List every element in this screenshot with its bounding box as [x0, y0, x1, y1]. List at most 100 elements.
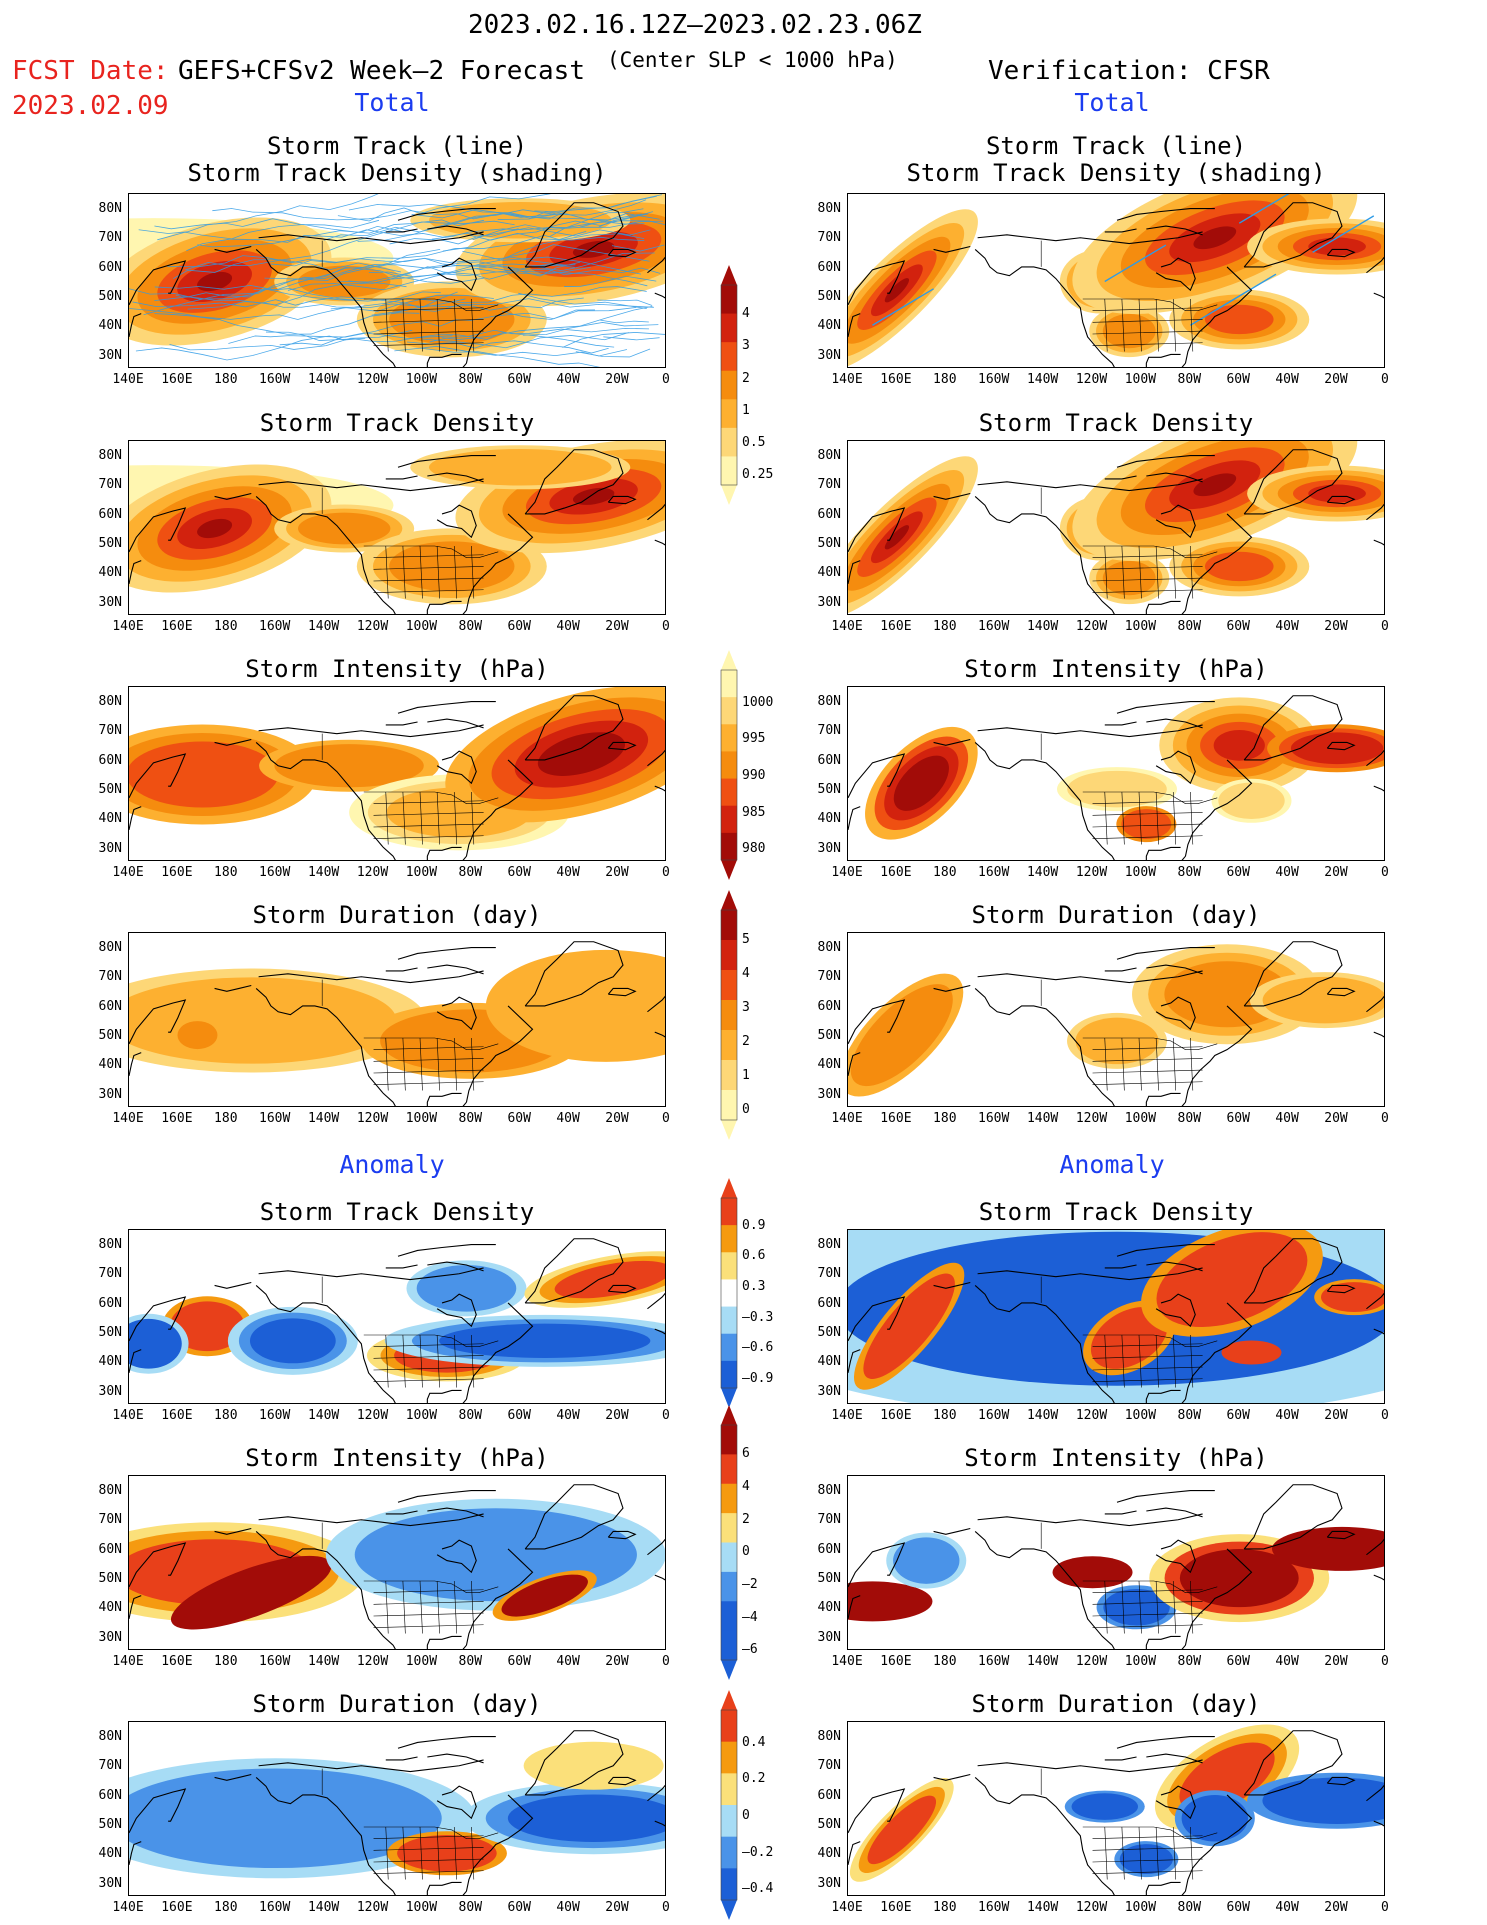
panel-title-total-duration-forecast: Storm Duration (day) [252, 901, 542, 929]
density-sw-us [1089, 305, 1170, 358]
lat-tick-label: 80N [98, 1237, 122, 1252]
panel-title-total-duration-verification: Storm Duration (day) [971, 901, 1261, 929]
political-borders [1040, 1768, 1218, 1880]
lon-tick-label: 20W [605, 1654, 629, 1669]
lon-tick-label: 100W [405, 1408, 438, 1423]
lon-tick-label: 180 [933, 372, 957, 387]
lon-tick-label: 20W [1324, 1900, 1348, 1915]
coastline [848, 1730, 1384, 1895]
colorbar-label: 0.3 [742, 1278, 766, 1294]
coastline [129, 1238, 665, 1403]
colorbar-top-arrow [721, 1690, 737, 1710]
lon-tick-label: 20W [1324, 1408, 1348, 1423]
lat-tick-label: 60N [98, 998, 122, 1014]
anom-neg-n-atlantic [1247, 1772, 1384, 1829]
lat-tick-label: 40N [817, 1354, 841, 1370]
anom-pos-pacific-max [170, 1555, 332, 1630]
lat-tick-label: 60N [98, 506, 122, 522]
lon-tick-label: 60W [1226, 619, 1250, 634]
lon-tick-label: 60W [1226, 865, 1250, 880]
colorbar-label: 4 [742, 966, 750, 982]
lat-tick-label: 60N [98, 259, 122, 275]
lon-tick-label: 0 [1380, 1900, 1389, 1915]
colorbar-segment [721, 1060, 737, 1091]
colorbar-label: 1 [742, 402, 750, 418]
colorbar-bottom-arrow [721, 1660, 737, 1680]
lat-tick-label: 30N [817, 594, 841, 610]
panel-title-anomaly-density-forecast: Storm Track Density [259, 1198, 535, 1226]
colorbar-label: 4 [742, 1479, 750, 1494]
lat-tick-label: 80N [98, 1729, 122, 1744]
lon-tick-label: 60W [507, 1111, 531, 1126]
lon-tick-label: 100W [1124, 1408, 1157, 1423]
political-borders [321, 733, 499, 845]
fcst-date-value: 2023.02.09 [12, 91, 169, 121]
colorbar-segment [721, 1836, 737, 1869]
political-borders [321, 487, 499, 599]
coastline [129, 941, 665, 1106]
lon-tick-label: 60W [1226, 1408, 1250, 1423]
colorbar-segment [721, 427, 737, 457]
lon-tick-label: 40W [556, 1900, 580, 1915]
political-borders [1040, 979, 1218, 1091]
lon-tick-label: 60W [507, 372, 531, 387]
lat-tick-label: 70N [98, 1512, 122, 1528]
lat-tick-label: 30N [98, 594, 122, 610]
intensity-labrador [1159, 697, 1320, 794]
lon-tick-label: 60W [507, 1408, 531, 1423]
lon-tick-label: 80W [1177, 865, 1202, 880]
colorbar-segment [721, 1279, 737, 1308]
lon-tick-label: 40W [556, 865, 580, 880]
colorbar-label: –0.4 [742, 1881, 774, 1897]
lat-tick-label: 60N [817, 506, 841, 522]
panel-title-total-track-verification-1: Storm Track (line) [985, 132, 1247, 160]
colorbar-label: 2 [742, 1511, 750, 1527]
lon-tick-label: 80W [458, 619, 483, 634]
lon-tick-label: 180 [933, 1408, 957, 1423]
colorbar-label: 995 [742, 731, 766, 747]
colorbar-label: 0 [742, 1807, 750, 1823]
lat-tick-label: 60N [98, 1541, 122, 1557]
lon-tick-label: 60W [507, 1654, 531, 1669]
storm-track-lines [872, 194, 1375, 326]
lon-tick-label: 80W [458, 1111, 483, 1126]
lon-tick-label: 40W [1275, 1111, 1299, 1126]
lat-tick-label: 60N [98, 1295, 122, 1311]
lon-tick-label: 100W [405, 1900, 438, 1915]
lat-tick-label: 70N [98, 477, 122, 493]
colorbar-segment [721, 724, 737, 752]
lon-tick-label: 180 [214, 1900, 238, 1915]
panel-title-anomaly-intensity-verification: Storm Intensity (hPa) [964, 1444, 1268, 1472]
lon-tick-label: 120W [356, 372, 389, 387]
lon-tick-label: 180 [214, 865, 238, 880]
colorbar-segment [721, 1425, 737, 1455]
lon-tick-label: 140E [112, 1900, 144, 1915]
intensity-atlantic-low [445, 687, 665, 823]
colorbar-segment [721, 1601, 737, 1632]
colorbar-segment [721, 1630, 737, 1661]
colorbar-segment [721, 1513, 737, 1543]
colorbar-segment [721, 778, 737, 807]
lat-tick-label: 50N [98, 1816, 122, 1832]
lon-tick-label: 0 [1380, 372, 1389, 387]
lon-tick-label: 140W [307, 1408, 340, 1423]
map-panel-anomaly-duration-verification [847, 1721, 1385, 1896]
map-panel-total-duration-verification [847, 932, 1385, 1107]
intensity-west-us [1057, 767, 1177, 812]
density-w-atlantic [1169, 289, 1310, 350]
lon-tick-label: 160W [978, 372, 1010, 387]
colorbar-segment [721, 832, 737, 861]
panel-title-anomaly-duration-verification: Storm Duration (day) [971, 1690, 1261, 1718]
colorbar-segment [721, 1805, 737, 1838]
colorbar-intensity-total [720, 650, 738, 880]
lat-tick-label: 60N [98, 752, 122, 768]
map-panel-total-intensity-verification [847, 686, 1385, 861]
anom-pos-iceland [524, 1251, 665, 1308]
density-gulf-alaska [274, 504, 415, 553]
colorbar-label: –0.3 [742, 1309, 774, 1325]
lat-tick-label: 80N [817, 201, 841, 216]
colorbar-segment [721, 805, 737, 834]
coastline [848, 202, 1384, 367]
colorbar-bottom-arrow [721, 1120, 737, 1140]
anom-neg-quebec [1174, 1790, 1255, 1847]
